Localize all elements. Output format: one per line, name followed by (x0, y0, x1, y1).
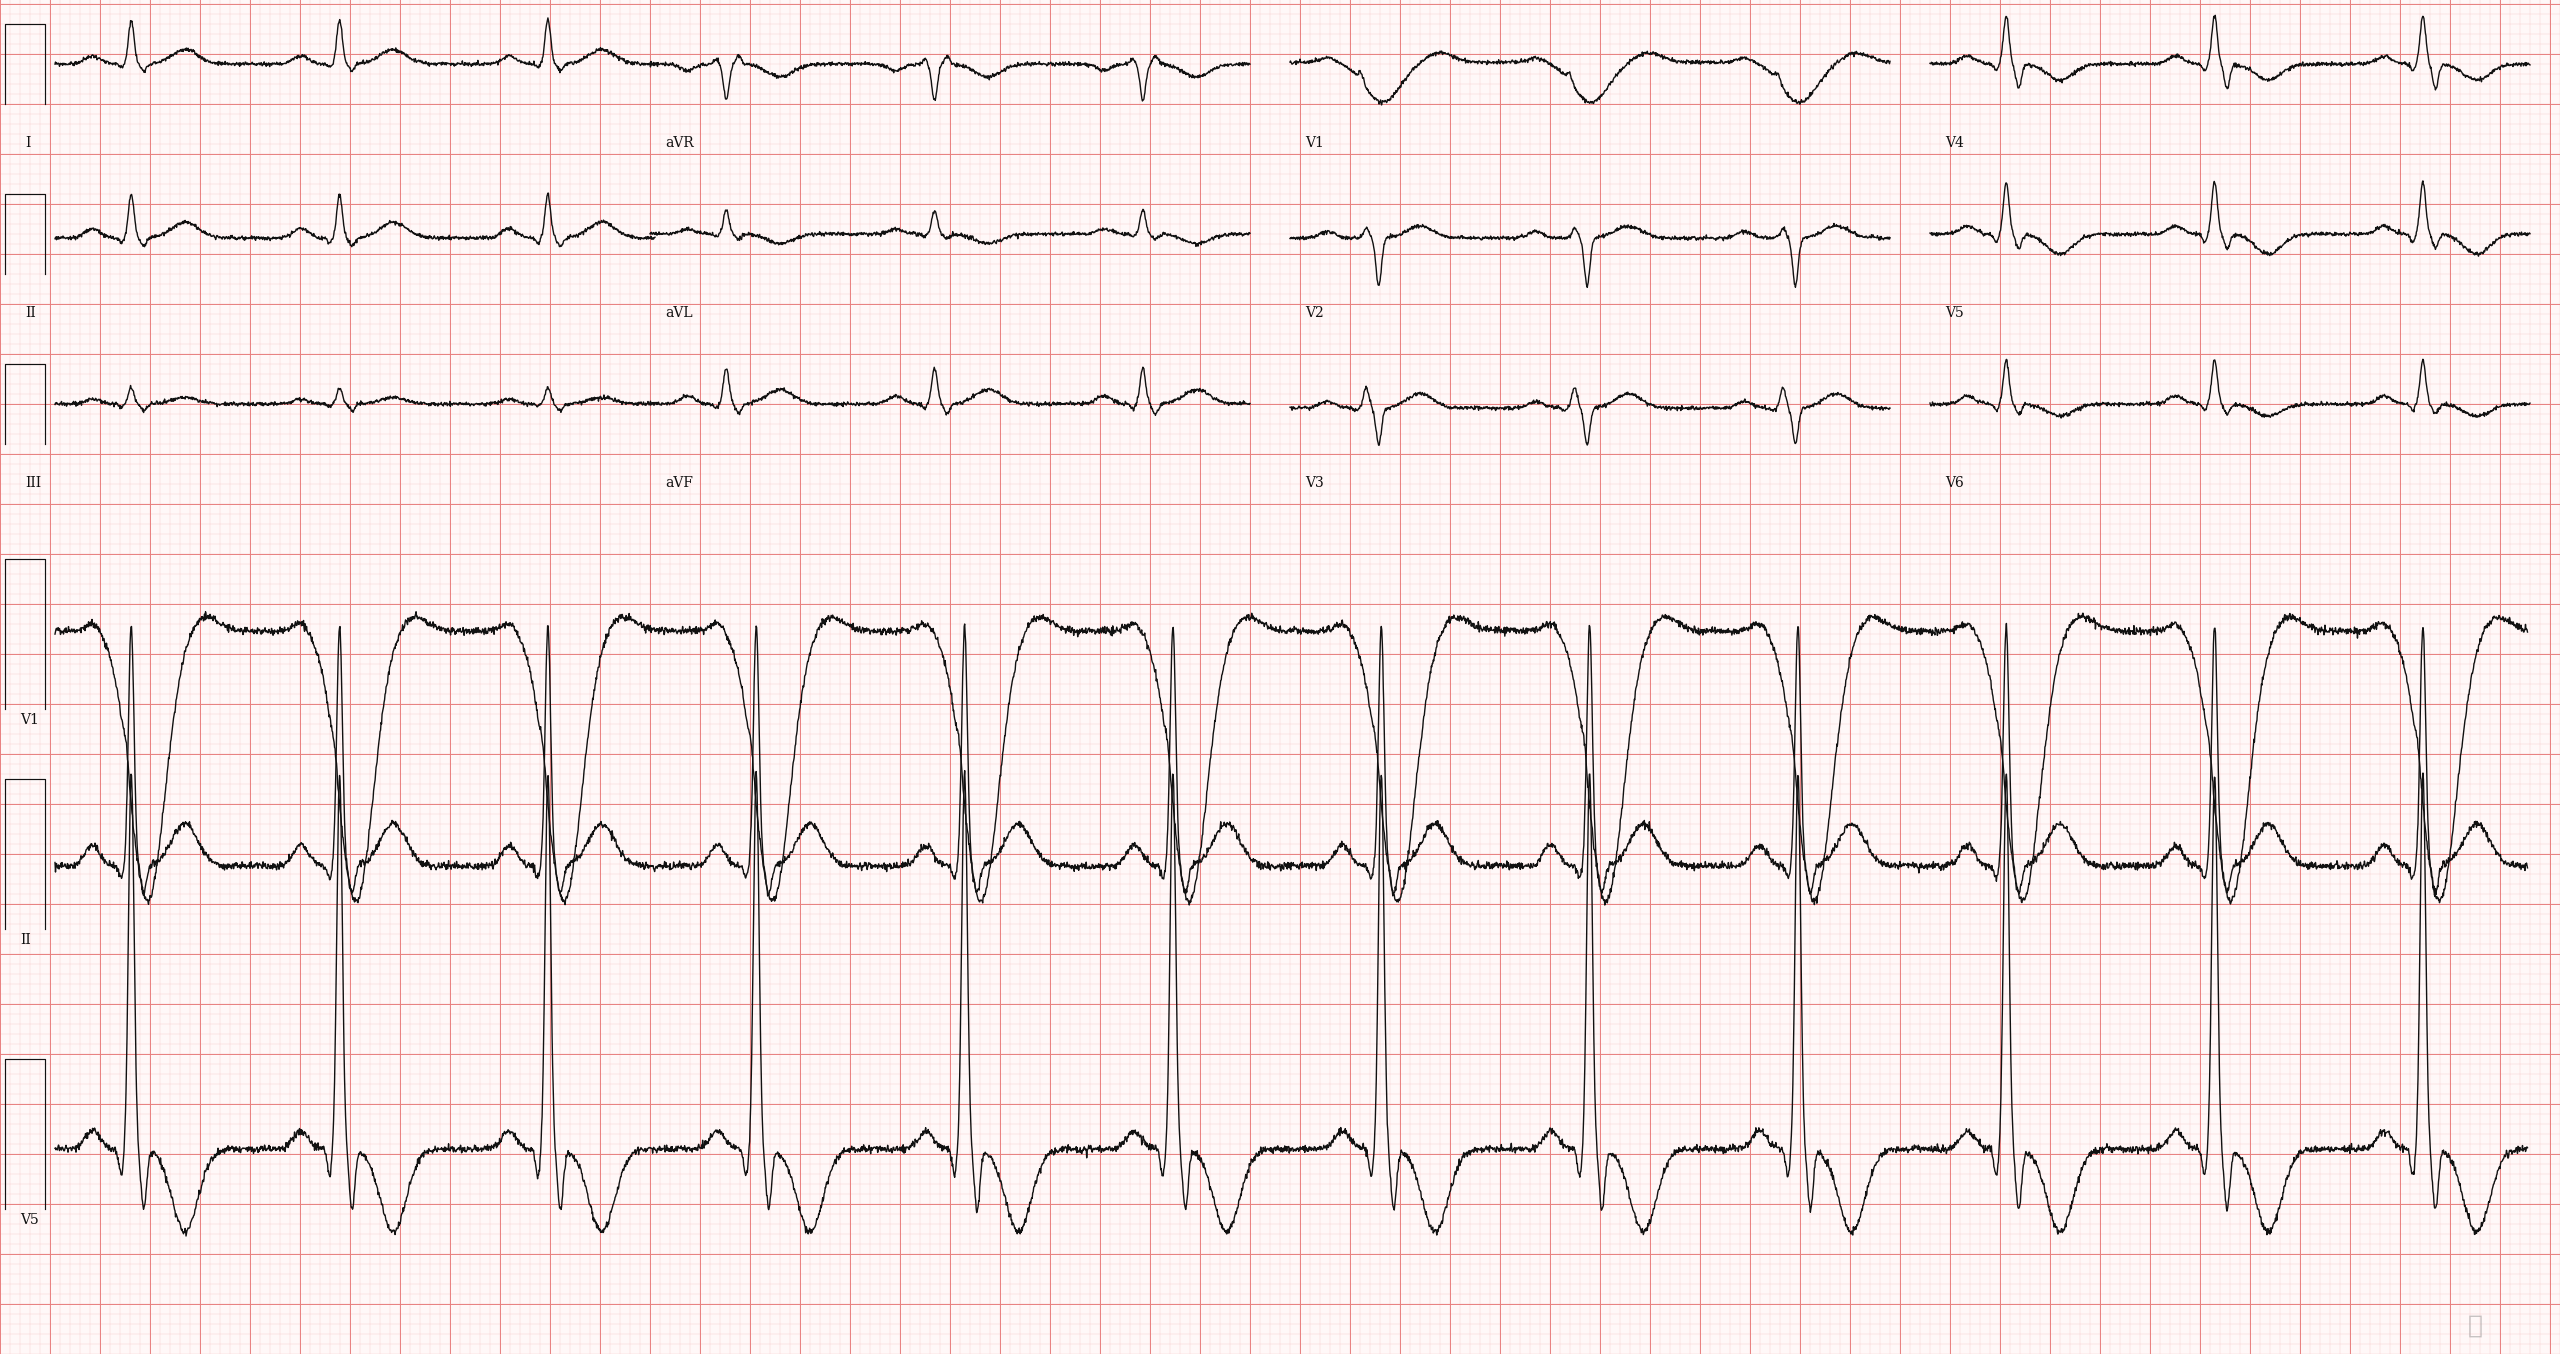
Text: aVR: aVR (666, 135, 694, 150)
Text: V1: V1 (1306, 135, 1324, 150)
Text: II: II (26, 306, 36, 320)
Text: V3: V3 (1306, 477, 1324, 490)
Text: V1: V1 (20, 714, 38, 727)
Text: III: III (26, 477, 41, 490)
Text: V5: V5 (1946, 306, 1964, 320)
Text: V4: V4 (1946, 135, 1964, 150)
Text: V6: V6 (1946, 477, 1964, 490)
Text: aVF: aVF (666, 477, 694, 490)
Text: V5: V5 (20, 1213, 38, 1227)
Text: 🐂: 🐂 (2468, 1313, 2483, 1338)
Text: aVL: aVL (666, 306, 694, 320)
Text: V2: V2 (1306, 306, 1324, 320)
Text: I: I (26, 135, 31, 150)
Text: II: II (20, 933, 31, 946)
